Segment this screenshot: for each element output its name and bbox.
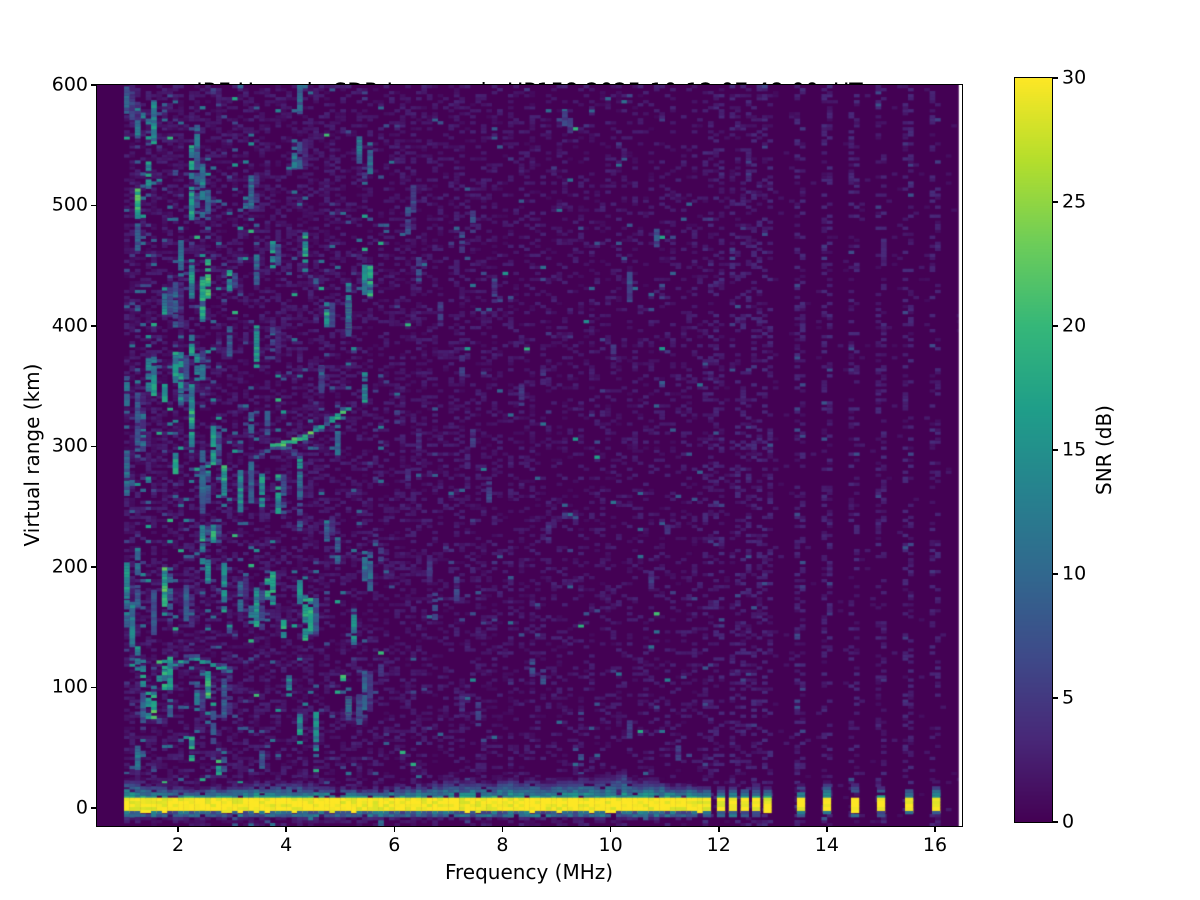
colorbar-tick-mark [1053, 325, 1058, 327]
x-tick-label: 6 [388, 834, 401, 856]
colorbar-tick-mark [1053, 201, 1058, 203]
colorbar-tick-mark [1053, 77, 1058, 79]
colorbar-label: SNR (dB) [1092, 405, 1116, 495]
x-tick-mark [826, 827, 828, 832]
y-tick-mark [91, 566, 96, 568]
y-tick-label: 600 [51, 73, 88, 96]
colorbar-tick-label: 15 [1062, 438, 1087, 461]
y-tick-mark [91, 325, 96, 327]
x-tick-mark [934, 827, 936, 832]
y-tick-label: 200 [51, 555, 88, 578]
y-tick-label: 0 [75, 796, 88, 819]
x-tick-label: 10 [598, 834, 623, 856]
y-tick-label: 400 [51, 314, 88, 337]
colorbar-tick-label: 10 [1062, 562, 1087, 585]
x-tick-mark [285, 827, 287, 832]
y-tick-mark [91, 807, 96, 809]
y-tick-mark [91, 204, 96, 207]
colorbar-tick-mark [1053, 697, 1058, 699]
x-tick-mark [393, 827, 396, 832]
y-tick-mark [91, 445, 96, 448]
x-tick-label: 8 [496, 834, 509, 856]
x-tick-mark [609, 827, 612, 832]
x-tick-label: 2 [172, 834, 185, 856]
y-tick-label: 500 [51, 194, 88, 217]
x-tick-label: 12 [706, 834, 731, 856]
y-tick-mark [91, 686, 96, 689]
x-tick-mark [717, 827, 720, 832]
y-tick-label: 100 [51, 675, 88, 698]
x-tick-label: 16 [922, 834, 948, 856]
colorbar-gradient-canvas [1015, 78, 1052, 822]
y-tick-mark [91, 84, 96, 86]
ionogram-heatmap-canvas [97, 85, 962, 826]
colorbar-tick-mark [1053, 449, 1058, 451]
x-tick-label: 4 [280, 834, 293, 856]
y-tick-label: 300 [51, 435, 88, 458]
colorbar-tick-label: 0 [1062, 810, 1075, 833]
colorbar-tick-label: 20 [1062, 314, 1087, 337]
colorbar-tick-label: 30 [1062, 66, 1087, 89]
x-tick-mark [501, 827, 504, 832]
x-tick-label: 14 [814, 834, 839, 856]
x-tick-mark [177, 827, 179, 832]
colorbar-tick-mark [1053, 821, 1058, 823]
colorbar-tick-label: 5 [1062, 686, 1075, 709]
colorbar-tick-label: 25 [1062, 190, 1087, 213]
colorbar-tick-mark [1053, 573, 1058, 575]
x-axis-label: Frequency (MHz) [444, 860, 614, 884]
